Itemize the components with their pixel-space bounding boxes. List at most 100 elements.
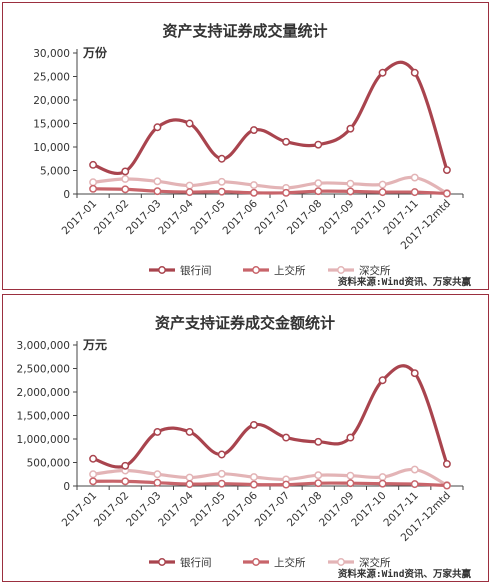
data-point-1-4 [217, 479, 226, 488]
y-tick-label: 0 [63, 481, 70, 493]
data-point-1-5 [249, 188, 258, 197]
data-point-0-1 [121, 167, 130, 176]
data-point-1-6 [282, 188, 291, 197]
data-point-2-9 [378, 180, 387, 189]
data-point-1-3 [185, 188, 194, 197]
data-point-0-6 [282, 433, 291, 442]
data-point-2-7 [314, 179, 323, 188]
legend-entry: 银行间 [180, 264, 212, 277]
data-point-0-8 [346, 124, 355, 133]
data-point-0-3 [185, 428, 194, 436]
data-point-0-2 [153, 123, 162, 132]
data-point-2-8 [346, 471, 355, 480]
y-tick-label: 5,000 [40, 166, 70, 178]
data-point-2-5 [249, 181, 258, 190]
data-point-1-8 [346, 479, 355, 488]
data-point-1-1 [121, 185, 130, 194]
data-point-0-9 [378, 68, 387, 77]
data-point-1-3 [185, 480, 194, 489]
data-point-2-3 [185, 181, 194, 190]
data-point-1-0 [89, 184, 98, 193]
data-point-0-0 [89, 160, 98, 169]
chart-title: 资产支持证券成交量统计 [162, 22, 327, 40]
legend-swatch-marker [252, 266, 260, 274]
data-point-0-4 [217, 154, 226, 163]
legend-swatch-marker [158, 558, 166, 566]
y-tick-label: 0 [63, 189, 70, 201]
data-point-2-2 [153, 177, 162, 186]
data-point-2-0 [89, 178, 98, 187]
data-point-2-4 [217, 469, 226, 478]
data-point-1-8 [346, 187, 355, 196]
data-point-0-7 [314, 437, 323, 446]
y-tick-label: 1,500,000 [17, 411, 70, 423]
data-point-0-8 [346, 433, 355, 442]
legend-swatch-marker [158, 266, 166, 274]
data-point-0-10 [410, 369, 419, 378]
data-point-1-2 [153, 187, 162, 196]
data-point-1-9 [378, 188, 387, 197]
data-point-0-7 [314, 140, 323, 149]
data-point-0-4 [217, 450, 226, 459]
y-tick-label: 25,000 [33, 72, 70, 84]
unit-label: 万份 [82, 45, 108, 60]
data-point-1-10 [410, 480, 419, 489]
data-point-0-3 [185, 119, 194, 128]
y-tick-label: 500,000 [27, 458, 70, 470]
data-point-0-9 [378, 376, 387, 385]
data-point-2-8 [346, 179, 355, 188]
data-point-1-11 [442, 481, 451, 490]
data-point-0-11 [442, 459, 451, 468]
data-point-2-9 [378, 473, 387, 482]
y-tick-label: 1,000,000 [17, 434, 70, 446]
data-point-1-0 [89, 477, 98, 486]
data-point-0-5 [249, 420, 258, 429]
data-point-0-1 [121, 461, 130, 470]
data-point-1-1 [121, 477, 130, 486]
data-point-2-1 [121, 175, 130, 183]
data-point-0-0 [89, 454, 98, 463]
data-point-1-7 [314, 187, 323, 196]
data-point-1-9 [378, 479, 387, 488]
data-point-1-10 [410, 188, 419, 197]
data-point-1-5 [249, 480, 258, 489]
data-point-2-10 [410, 465, 419, 474]
data-point-0-2 [153, 428, 162, 436]
y-tick-label: 20,000 [33, 95, 70, 107]
y-tick-label: 15,000 [33, 119, 70, 131]
legend-entry: 深交所 [359, 264, 391, 277]
chart-title: 资产支持证券成交金额统计 [155, 314, 335, 332]
source-note: 资料来源:Wind资讯、万家共赢 [338, 568, 472, 580]
y-tick-label: 30,000 [33, 48, 70, 60]
legend-entry: 上交所 [274, 264, 306, 277]
legend-entry: 深交所 [359, 556, 391, 569]
data-point-2-7 [314, 471, 323, 480]
data-point-2-4 [217, 177, 226, 186]
legend-entry: 上交所 [274, 556, 306, 569]
y-tick-label: 2,000,000 [17, 387, 70, 399]
legend-swatch-marker [337, 266, 345, 274]
data-point-2-5 [249, 473, 258, 482]
legend-swatch-marker [252, 558, 260, 566]
chart-panel-amount: 资产支持证券成交金额统计万元 0 500,000 1,000,000 1,500,000… [2, 294, 489, 582]
data-point-0-6 [282, 137, 291, 146]
y-tick-label: 2,500,000 [17, 364, 70, 376]
legend-entry: 银行间 [180, 556, 212, 569]
data-point-1-2 [153, 478, 162, 487]
data-point-2-3 [185, 473, 194, 482]
series-line-0 [91, 364, 449, 469]
data-point-1-4 [217, 187, 226, 196]
legend-swatch-marker [337, 558, 345, 566]
data-point-1-6 [282, 480, 291, 489]
chart-panel-volume: 资产支持证券成交量统计 万份 0 5,000 10,000 15,000 20,000 25,… [2, 2, 489, 290]
unit-label: 万元 [82, 338, 107, 352]
series-line-1 [91, 479, 449, 488]
data-point-0-5 [249, 126, 258, 135]
data-point-2-10 [410, 173, 419, 182]
data-point-2-0 [89, 470, 98, 479]
data-point-1-7 [314, 479, 323, 488]
data-point-0-10 [410, 68, 419, 77]
y-tick-label: 3,000,000 [17, 340, 70, 352]
data-point-2-2 [153, 470, 162, 479]
